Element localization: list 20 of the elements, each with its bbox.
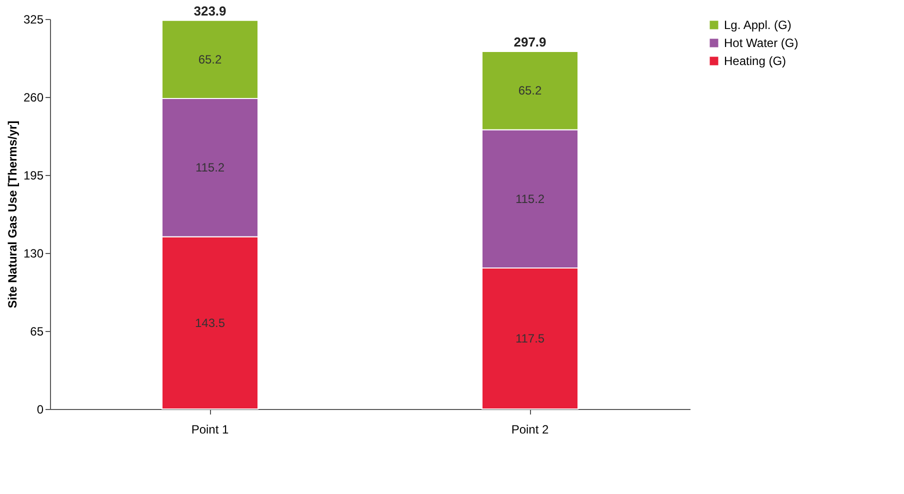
legend-label: Hot Water (G) [724,36,798,50]
data-label: 65.2 [518,84,542,98]
data-label: 65.2 [198,52,222,66]
y-tick-label: 195 [23,168,44,182]
total-label: 323.9 [194,3,226,18]
data-label: 143.5 [194,316,226,330]
y-tick-label: 0 [36,402,44,416]
x-tick-label: Point 1 [191,422,230,436]
y-tick-label: 130 [23,246,44,260]
y-tick-label: 325 [23,12,44,26]
y-tick-label: 260 [23,90,44,104]
y-axis-title: Site Natural Gas Use [Therms/yr] [5,120,20,308]
y-tick-label: 65 [30,324,44,338]
data-label: 115.2 [195,160,225,175]
legend-label: Heating (G) [724,54,786,68]
data-label: 115.2 [515,192,545,206]
total-label: 297.9 [514,34,546,50]
legend-label: Lg. Appl. (G) [724,18,792,32]
data-label: 117.5 [515,332,545,346]
x-tick-label: Point 2 [511,422,550,436]
